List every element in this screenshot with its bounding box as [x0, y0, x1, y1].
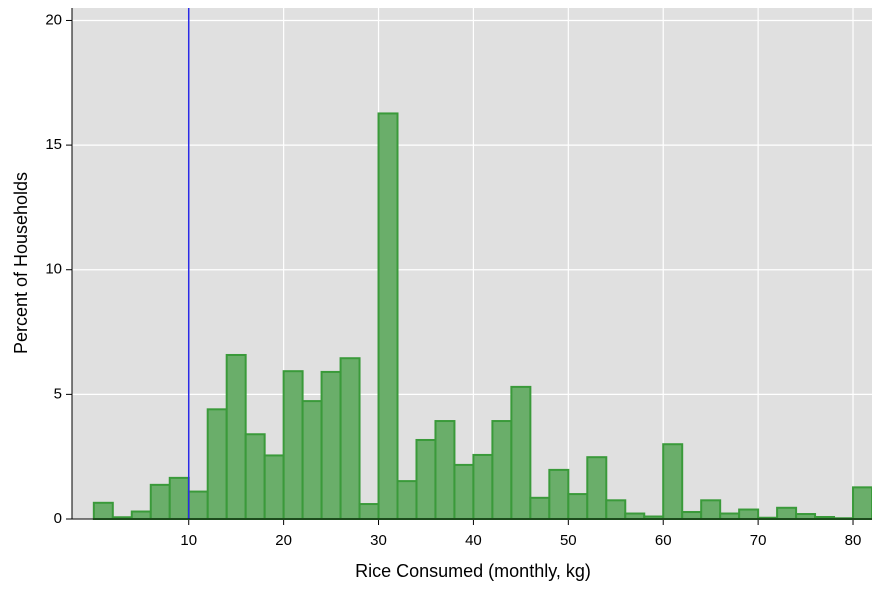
bar — [719, 512, 741, 521]
bar — [548, 468, 570, 520]
bar — [567, 493, 589, 521]
bar — [130, 510, 152, 520]
bar — [415, 438, 437, 521]
bar — [472, 453, 494, 520]
bar — [738, 508, 760, 520]
bar — [453, 463, 475, 521]
bar — [776, 506, 798, 521]
bar — [282, 370, 304, 520]
x-tick-label: 50 — [560, 532, 577, 549]
bar — [795, 513, 817, 521]
bar — [263, 454, 285, 520]
bar — [92, 501, 114, 520]
bar — [149, 483, 171, 521]
bar — [244, 433, 266, 520]
y-axis-label: Percent of Households — [11, 172, 31, 354]
bar — [624, 512, 646, 521]
bar — [396, 480, 418, 520]
y-tick-label: 15 — [45, 136, 62, 153]
bar — [510, 385, 532, 521]
y-tick-label: 10 — [45, 261, 62, 278]
bar — [529, 496, 551, 520]
bar — [320, 370, 342, 520]
x-axis-label: Rice Consumed (monthly, kg) — [355, 561, 591, 581]
y-tick-label: 20 — [45, 11, 62, 28]
x-tick-label: 80 — [845, 532, 862, 549]
bar — [301, 400, 323, 520]
bar — [491, 420, 513, 521]
x-tick-label: 40 — [465, 532, 482, 549]
bar — [225, 353, 247, 521]
bar — [662, 443, 684, 520]
bar — [358, 503, 380, 521]
x-tick-label: 70 — [750, 532, 767, 549]
x-tick-label: 30 — [370, 532, 387, 549]
bar — [434, 420, 456, 521]
bar — [187, 490, 209, 520]
x-tick-label: 10 — [180, 532, 197, 549]
bar — [339, 357, 361, 520]
x-tick-label: 20 — [275, 532, 292, 549]
bar — [852, 486, 872, 520]
bar — [206, 408, 228, 521]
bar — [700, 499, 722, 520]
y-tick-label: 5 — [54, 385, 62, 402]
bar — [377, 112, 399, 520]
x-tick-label: 60 — [655, 532, 672, 549]
y-tick-label: 0 — [54, 510, 62, 527]
bar — [681, 511, 703, 521]
plot-background — [72, 8, 872, 519]
bar — [168, 476, 190, 520]
bar — [605, 499, 627, 520]
bar — [586, 456, 608, 520]
